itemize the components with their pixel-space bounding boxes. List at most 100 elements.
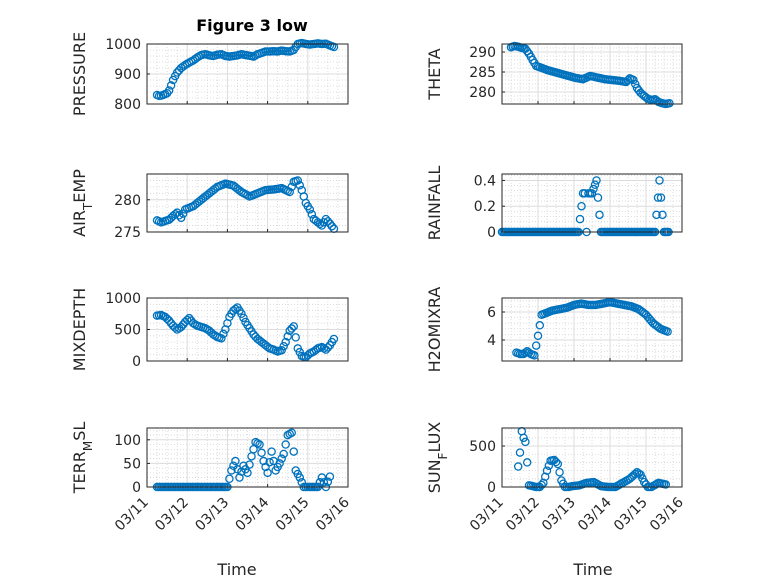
x-axis-label-left: Time: [216, 560, 256, 579]
panel-air-temp-data-point: [172, 208, 182, 217]
panel-rainfall-data-point: [592, 176, 601, 185]
panel-mixdepth-data-point: [289, 322, 298, 331]
panel-mixdepth-data-point: [281, 337, 290, 347]
panel-rainfall-data-point: [577, 201, 586, 211]
panel-air-temp-data-point: [325, 219, 335, 228]
panel-h2omixra-y-axis-label: H2OMIXRA: [425, 287, 444, 373]
panel-h2omixra-data-point: [530, 351, 539, 360]
panel-air-temp-data-point: [315, 219, 325, 229]
panel-terr-msl-data-point: [295, 473, 305, 482]
panel-terr-msl-data-point: [255, 440, 264, 449]
panel-rainfall-data-point: [575, 214, 585, 224]
panel-terr-msl-x-tick-label: 03/13: [192, 495, 232, 535]
panel-mixdepth-data-point: [176, 322, 186, 332]
panel-mixdepth-data-point: [239, 313, 248, 323]
panel-sun-flux-data-point: [519, 433, 528, 443]
panel-mixdepth-data-point: [283, 332, 292, 341]
panel-terr-msl-data-point: [231, 456, 240, 466]
panel-mixdepth-data-point: [170, 323, 180, 332]
panel-mixdepth-data-point: [231, 304, 240, 314]
panel-sun-flux-data-point: [513, 462, 523, 471]
panel-h2omixra-data-point: [535, 321, 545, 330]
panel-h2omixra-data-point: [533, 331, 543, 341]
panel-air-temp-data-point: [293, 176, 302, 185]
panel-terr-msl-data-point: [235, 473, 244, 482]
panel-mixdepth-data-point: [217, 334, 226, 343]
panel-mixdepth-data-point: [287, 324, 296, 333]
panel-theta-data-point: [665, 98, 674, 108]
panel-pressure-data-point: [164, 86, 174, 95]
panel-theta-y-axis-label: THETA: [425, 48, 444, 100]
panel-theta-data-point: [629, 75, 638, 85]
panel-terr-msl-x-tick-label: 03/11: [112, 495, 152, 535]
panel-rainfall-data-point: [595, 210, 604, 220]
panel-air-temp-data-point: [295, 181, 305, 190]
panel-pressure-y-tick-label: 800: [114, 97, 141, 113]
panel-mixdepth-y-tick-label: 0: [132, 354, 141, 370]
panel-rainfall-data-point: [593, 193, 603, 202]
panel-air-temp-data-point: [178, 209, 188, 218]
panel-terr-msl-data-point: [225, 474, 234, 483]
panel-sun-flux-x-tick-label: 03/11: [467, 495, 507, 535]
panel-terr-msl-data-point: [263, 468, 272, 478]
panel-terr-msl-x-tick-label: 03/12: [152, 495, 192, 535]
panel-h2omixra-frame: [501, 297, 683, 362]
panel-sun-flux-y-axis-label: SUNFLUX: [425, 422, 450, 494]
panel-terr-msl-x-tick-label: 03/16: [313, 494, 353, 534]
panel-sun-flux-y-tick-label: 0: [487, 480, 496, 496]
panel-mixdepth-data-point: [279, 341, 288, 351]
panel-terr-msl-x-tick-label: 03/15: [273, 495, 313, 535]
panel-rainfall-data-point: [589, 184, 598, 194]
panel-sun-flux-y-tick-label: 500: [469, 439, 496, 455]
panel-sun-flux-data-point: [515, 448, 525, 457]
panel-terr-msl-data-point: [319, 478, 329, 487]
panel-mixdepth-frame: [146, 297, 349, 362]
panel-theta-frame: [501, 43, 683, 105]
panel-rainfall-y-tick-label: 0.2: [474, 199, 496, 215]
panel-rainfall-data-point: [652, 210, 661, 220]
panel-terr-msl-data-point: [243, 468, 252, 478]
panel-terr-msl-data-point: [317, 473, 327, 482]
panel-sun-flux-x-tick-label: 03/13: [539, 495, 579, 535]
panel-mixdepth-y-axis-label: MIXDEPTH: [70, 288, 89, 371]
panel-h2omixra-data-point: [663, 327, 672, 336]
panel-terr-msl-data-point: [281, 440, 290, 449]
panel-sun-flux-data-point: [521, 437, 530, 447]
panel-terr-msl-data-point: [277, 454, 286, 463]
panel-mixdepth-y-tick-label: 1000: [105, 291, 141, 307]
panel-rainfall-data-point: [658, 210, 667, 220]
panel-terr-msl-frame: [146, 427, 349, 488]
panel-pressure-data-point: [329, 42, 339, 52]
panel-pressure-data-point: [166, 81, 176, 90]
panel-terr-msl-data-point: [289, 447, 298, 456]
panel-sun-flux-data-point: [661, 480, 671, 489]
panel-air-temp-data-point: [287, 182, 296, 192]
x-axis-label-right: Time: [572, 560, 612, 579]
panel-sun-flux-data-point: [522, 458, 532, 467]
panel-terr-msl-x-tick-label: 03/14: [233, 494, 273, 534]
panel-pressure-y-tick-label: 1000: [105, 37, 141, 53]
panel-terr-msl-data-point: [227, 466, 236, 475]
panel-air-temp-data-point: [305, 205, 315, 214]
panel-terr-msl-data-point: [279, 449, 288, 459]
panel-terr-msl-y-tick-label: 100: [114, 433, 141, 449]
panel-mixdepth-data-point: [323, 343, 333, 352]
panel-rainfall-y-tick-label: 0.4: [474, 173, 496, 189]
panel-h2omixra-data-point: [531, 341, 541, 350]
panel-air-temp-data-point: [285, 187, 294, 197]
panel-terr-msl-y-tick-label: 50: [123, 456, 141, 472]
panel-terr-msl-data-point: [325, 472, 335, 481]
panel-theta-y-tick-label: 285: [469, 65, 496, 81]
panel-sun-flux-data-point: [555, 467, 564, 477]
figure-title: Figure 3 low: [196, 16, 308, 35]
panel-terr-msl-data-point: [267, 447, 276, 456]
panel-rainfall-data-point: [655, 176, 664, 185]
panel-air-temp-data-point: [327, 221, 337, 231]
panel-terr-msl-data-point: [245, 460, 254, 469]
panel-sun-flux-data-point: [551, 457, 561, 467]
panel-rainfall-data-point: [590, 180, 600, 189]
panel-terr-msl-data-point: [315, 478, 325, 487]
panel-mixdepth-data-point: [237, 309, 246, 318]
panel-pressure-y-axis-label: PRESSURE: [70, 32, 89, 116]
